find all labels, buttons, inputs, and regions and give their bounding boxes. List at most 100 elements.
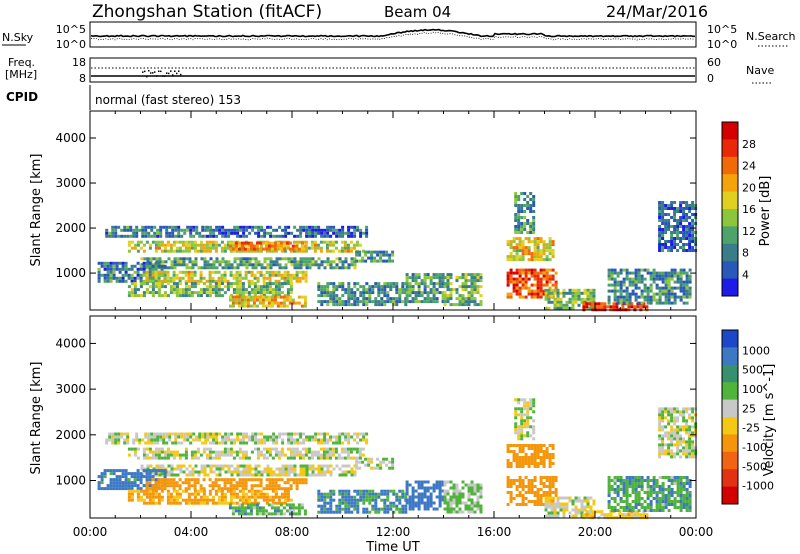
- velocity-echo-cell: [286, 498, 290, 502]
- velocity-echo-cell: [151, 469, 155, 473]
- power-colorbar-segment: [722, 243, 738, 262]
- velocity-echo-cell: [551, 479, 555, 482]
- velocity-echo-cell: [625, 482, 629, 485]
- power-echo-cell: [157, 282, 161, 286]
- power-echo-cell: [109, 276, 113, 280]
- power-echo-cell: [405, 300, 409, 304]
- power-echo-cell: [187, 273, 191, 277]
- power-echo-cell: [673, 274, 677, 278]
- power-echo-cell: [676, 249, 680, 252]
- velocity-echo-cell: [417, 483, 421, 487]
- power-echo-cell: [193, 273, 197, 277]
- velocity-echo-cell: [577, 496, 581, 500]
- power-echo-cell: [314, 228, 318, 232]
- velocity-echo-cell: [253, 492, 257, 496]
- velocity-echo-cell: [239, 470, 243, 474]
- power-echo-cell: [136, 273, 140, 277]
- velocity-echo-cell: [217, 489, 221, 493]
- power-echo-cell: [627, 305, 631, 309]
- power-echo-cell: [245, 260, 249, 264]
- velocity-echo-cell: [520, 431, 524, 435]
- velocity-echo-cell: [240, 503, 244, 507]
- power-echo-cell: [136, 267, 140, 271]
- power-echo-cell: [279, 244, 283, 248]
- power-echo-cell: [658, 246, 662, 249]
- velocity-echo-cell: [241, 495, 245, 499]
- velocity-echo-cell: [574, 514, 578, 518]
- power-echo-cell: [154, 246, 158, 250]
- power-echo-cell: [682, 234, 686, 237]
- power-echo-cell: [251, 228, 255, 232]
- velocity-echo-cell: [244, 478, 248, 482]
- power-echo-cell: [640, 268, 644, 272]
- power-echo-cell: [320, 231, 324, 235]
- velocity-echo-cell: [467, 483, 471, 487]
- power-echo-cell: [121, 267, 125, 271]
- velocity-echo-cell: [383, 492, 387, 496]
- velocity-echo-cell: [274, 492, 278, 496]
- power-echo-cell: [628, 271, 632, 275]
- power-echo-cell: [664, 301, 668, 305]
- power-echo-cell: [391, 250, 395, 254]
- power-echo-cell: [184, 282, 188, 286]
- power-echo-cell: [249, 247, 253, 251]
- power-echo-cell: [323, 300, 327, 304]
- velocity-echo-cell: [209, 464, 213, 468]
- power-echo-cell: [353, 285, 357, 289]
- velocity-echo-cell: [200, 464, 204, 468]
- power-echo-cell: [181, 249, 185, 253]
- velocity-echo-cell: [111, 435, 115, 439]
- velocity-echo-cell: [509, 479, 513, 482]
- power-echo-cell: [232, 249, 236, 253]
- velocity-echo-cell: [217, 484, 221, 488]
- velocity-echo-cell: [353, 470, 357, 474]
- power-echo-cell: [658, 207, 662, 210]
- velocity-echo-cell: [353, 432, 357, 436]
- velocity-echo-cell: [539, 482, 543, 485]
- velocity-echo-cell: [189, 441, 193, 445]
- velocity-echo-cell: [169, 495, 173, 499]
- velocity-echo-cell: [161, 467, 165, 471]
- velocity-echo-cell: [199, 495, 203, 499]
- velocity-echo-cell: [229, 484, 233, 488]
- power-echo-cell: [338, 228, 342, 232]
- power-echo-cell: [616, 295, 620, 299]
- velocity-echo-cell: [166, 484, 170, 488]
- power-echo-cell: [238, 270, 242, 274]
- power-echo-cell: [260, 228, 264, 232]
- velocity-echo-cell: [284, 467, 288, 471]
- power-echo-cell: [208, 246, 212, 250]
- velocity-echo-cell: [526, 416, 530, 420]
- power-echo-cell: [282, 301, 286, 305]
- power-echo-cell: [655, 277, 659, 281]
- power-echo-cell: [323, 285, 327, 289]
- power-echo-cell: [147, 231, 151, 235]
- velocity-echo-cell: [347, 504, 351, 508]
- power-echo-cell: [302, 263, 306, 267]
- velocity-echo-cell: [364, 463, 368, 467]
- velocity-echo-cell: [637, 485, 641, 488]
- power-echo-cell: [256, 279, 260, 283]
- power-echo-cell: [179, 263, 183, 267]
- velocity-echo-cell: [278, 432, 282, 436]
- velocity-echo-cell: [655, 479, 659, 482]
- power-echo-cell: [209, 234, 213, 238]
- velocity-echo-cell: [187, 498, 191, 502]
- power-echo-cell: [359, 294, 363, 298]
- power-echo-cell: [643, 283, 647, 287]
- power-echo-cell: [329, 297, 333, 301]
- velocity-echo-cell: [532, 401, 536, 405]
- velocity-echo-cell: [127, 489, 131, 493]
- velocity-echo-cell: [532, 410, 536, 414]
- velocity-echo-cell: [344, 504, 348, 508]
- power-echo-cell: [661, 277, 665, 281]
- velocity-echo-cell: [254, 435, 258, 439]
- power-echo-cell: [449, 297, 453, 301]
- power-echo-cell: [157, 261, 161, 265]
- velocity-echo-cell: [547, 514, 551, 518]
- velocity-echo-cell: [151, 495, 155, 499]
- power-echo-cell: [408, 300, 412, 304]
- velocity-echo-cell: [542, 485, 546, 488]
- velocity-echo-cell: [446, 510, 450, 514]
- velocity-echo-cell: [527, 485, 531, 488]
